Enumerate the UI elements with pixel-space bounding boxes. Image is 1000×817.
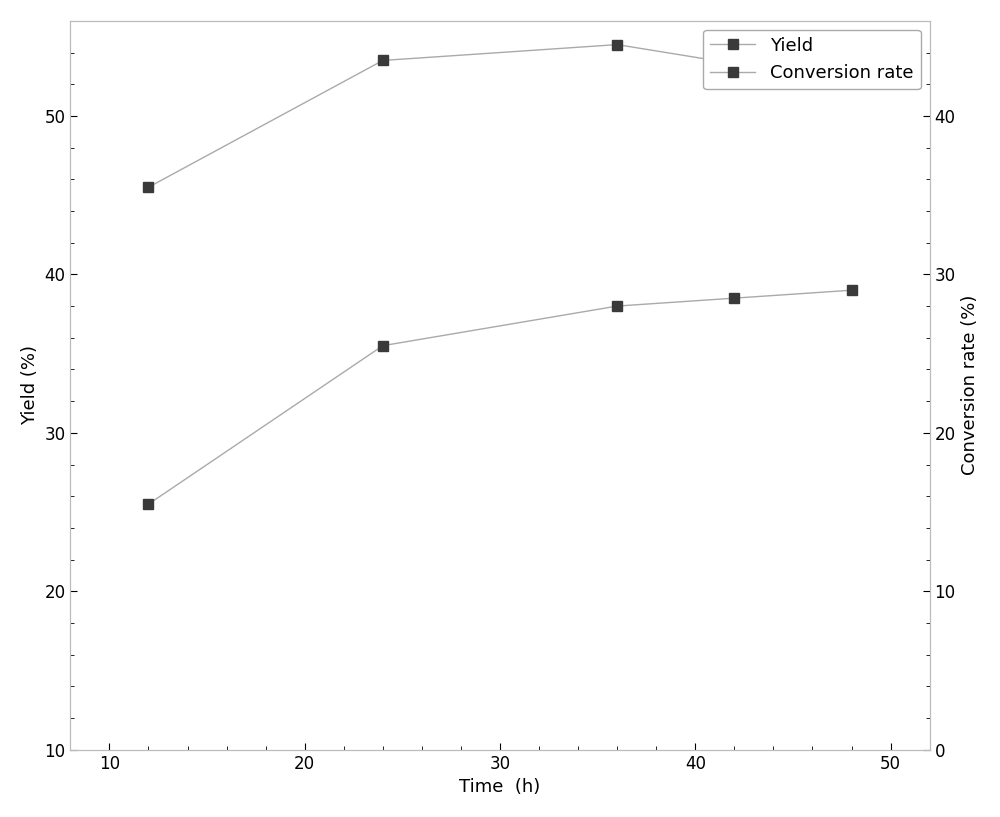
Conversion rate xyxy=(846,60,858,70)
Yield xyxy=(728,293,740,303)
Conversion rate xyxy=(728,59,740,69)
Line: Yield: Yield xyxy=(144,285,856,509)
Yield xyxy=(377,341,389,350)
Legend: Yield, Conversion rate: Yield, Conversion rate xyxy=(703,30,921,89)
Y-axis label: Conversion rate (%): Conversion rate (%) xyxy=(961,295,979,475)
Yield xyxy=(846,285,858,295)
Y-axis label: Yield (%): Yield (%) xyxy=(21,346,39,426)
X-axis label: Time  (h): Time (h) xyxy=(459,778,541,797)
Yield xyxy=(611,301,623,311)
Conversion rate xyxy=(377,56,389,65)
Conversion rate xyxy=(611,40,623,50)
Line: Conversion rate: Conversion rate xyxy=(144,40,856,192)
Yield xyxy=(142,499,154,509)
Conversion rate xyxy=(142,182,154,192)
